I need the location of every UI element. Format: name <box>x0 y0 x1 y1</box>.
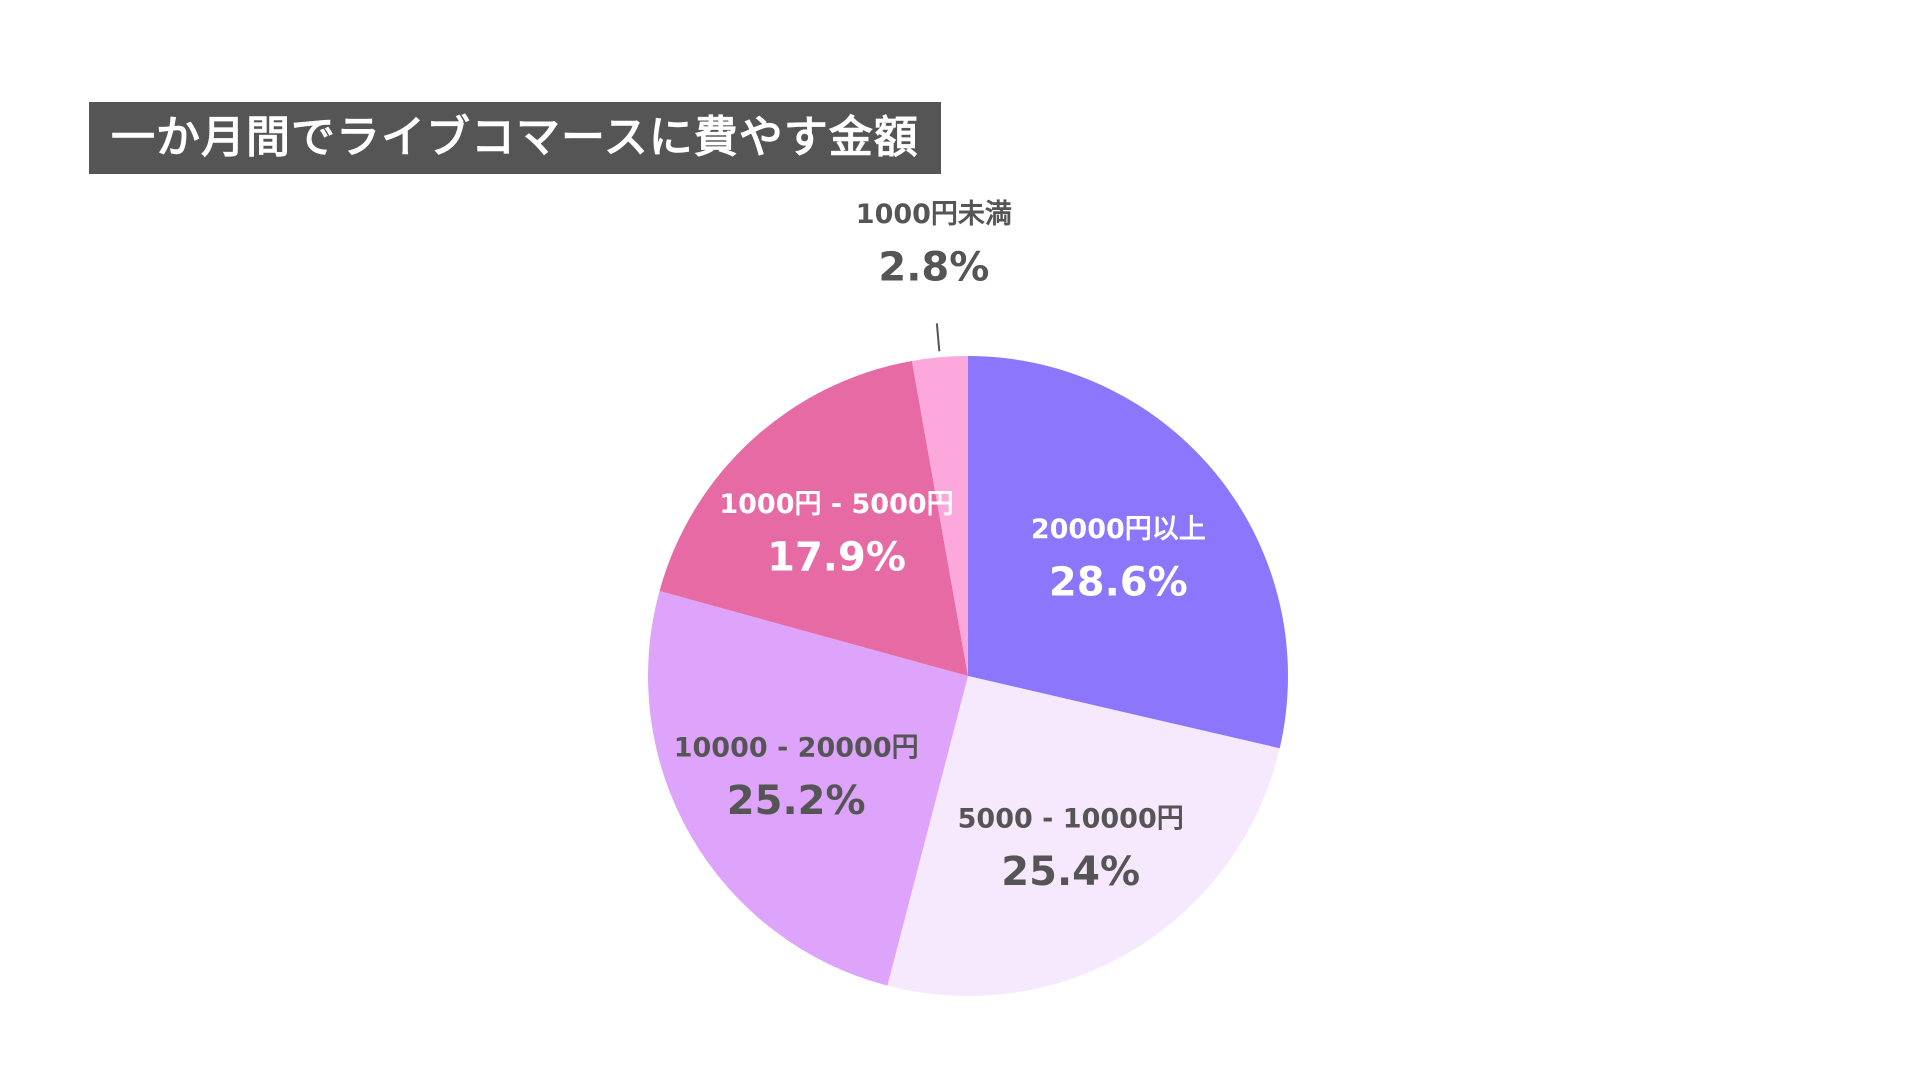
slice-value-label: 25.2% <box>727 778 866 824</box>
pie-labels: 20000円以上 28.6% 5000 - 10000円 25.4% 10000 - 2… <box>674 199 1206 895</box>
slice-value-label: 2.8% <box>878 244 989 290</box>
slice-label: 1000円未満 <box>856 199 1012 230</box>
slice-label: 5000 - 10000円 <box>958 803 1184 834</box>
pie-slice <box>887 676 1280 996</box>
slice-value-label: 28.6% <box>1049 560 1188 606</box>
pie-slices <box>648 356 1288 996</box>
pie-slice <box>659 360 968 676</box>
slice-label: 20000円以上 <box>1031 514 1206 545</box>
chart-title: 一か月間でライブコマースに費やす金額 <box>89 102 941 174</box>
slice-value-label: 17.9% <box>767 535 906 581</box>
pie-slice <box>911 356 968 676</box>
pie-slice <box>968 356 1288 749</box>
pie-slice <box>648 590 968 986</box>
slice-label: 1000円 - 5000円 <box>719 489 953 520</box>
slice-label: 10000 - 20000円 <box>674 733 919 764</box>
leader-line <box>935 323 941 352</box>
slice-value-label: 25.4% <box>1001 849 1140 895</box>
